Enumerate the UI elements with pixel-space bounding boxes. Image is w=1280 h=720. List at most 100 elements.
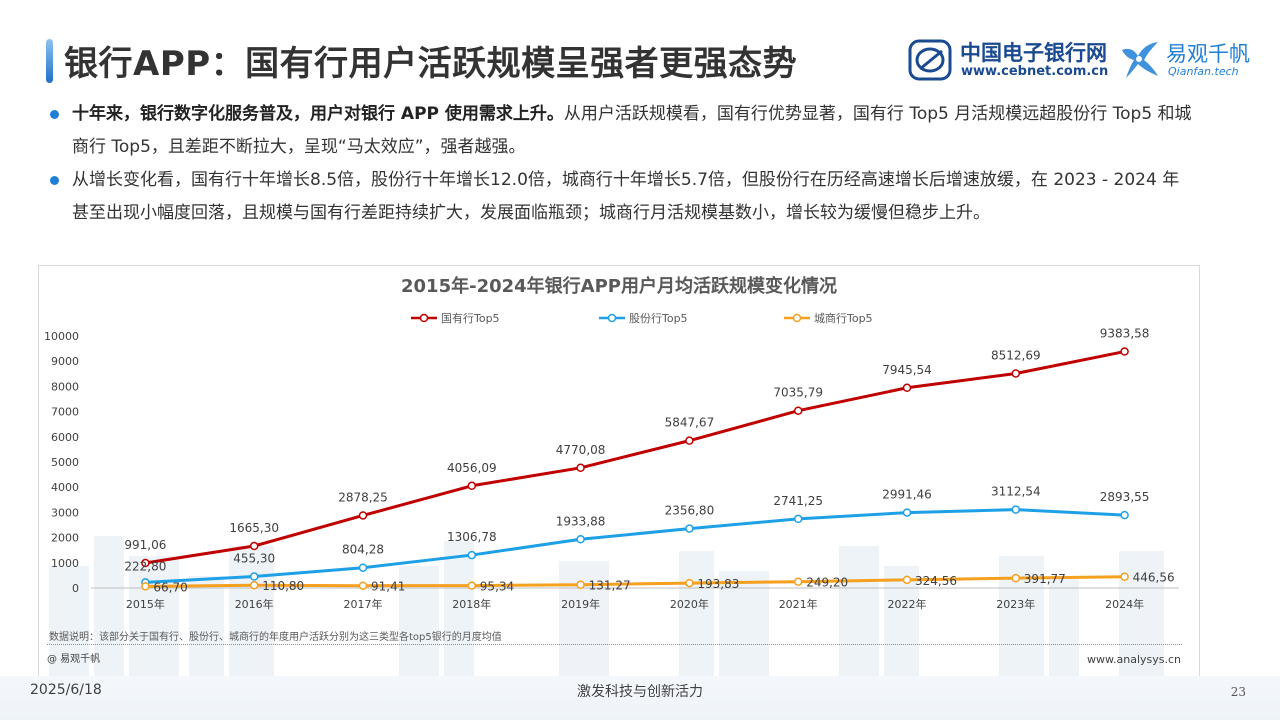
data-point xyxy=(358,581,368,590)
data-label: 1665,30 xyxy=(229,521,279,535)
data-label: 131,27 xyxy=(589,579,631,593)
data-point xyxy=(793,406,803,415)
chart-panel: 0 1000 2000 3000 4000 5000 6000 7000 8000 9000 100… xyxy=(38,265,1200,677)
data-label: 2991,46 xyxy=(882,488,932,502)
data-label: 222,80 xyxy=(124,559,166,573)
data-label: 2893,55 xyxy=(1100,490,1150,504)
footer-date: 2025/6/18 xyxy=(30,682,102,698)
data-point xyxy=(358,563,368,572)
data-point xyxy=(576,580,585,589)
data-label: 4056,09 xyxy=(447,461,497,475)
data-point xyxy=(141,558,150,568)
data-label: 991,06 xyxy=(124,538,166,552)
data-point xyxy=(467,481,477,491)
x-tick-label: 2018年 xyxy=(452,597,491,611)
data-label: 1306,78 xyxy=(447,530,497,544)
data-label: 324,56 xyxy=(915,574,957,588)
data-label: 7945,54 xyxy=(882,363,932,377)
line-chart: 0 1000 2000 3000 4000 5000 6000 7000 8000 9000 100… xyxy=(44,311,1179,611)
data-label: 8512,69 xyxy=(991,348,1041,362)
x-tick-label: 2023年 xyxy=(996,597,1035,611)
legend-label: 国有行Top5 xyxy=(441,311,500,325)
data-point xyxy=(1120,510,1129,520)
data-label: 446,56 xyxy=(1133,571,1175,585)
cebnet-logo-name: 中国电子银行网 xyxy=(960,41,1107,65)
chart-divider xyxy=(47,644,1182,645)
data-label: 110,80 xyxy=(262,579,304,593)
data-label: 2741,25 xyxy=(773,494,823,508)
x-tick-label: 2015年 xyxy=(126,597,165,611)
legend-marker-0 xyxy=(419,313,429,323)
chart-site-link[interactable]: www.analysys.cn xyxy=(1087,653,1181,666)
data-point xyxy=(1011,369,1021,378)
x-tick-label: 2017年 xyxy=(344,597,383,611)
bullet-item: 十年来，银行数字化服务普及，用户对银行 APP 使用需求上升。从用户活跃规模看，… xyxy=(46,98,1196,164)
series-line-0 xyxy=(145,350,1125,565)
data-point xyxy=(902,383,912,393)
city-skyline-background xyxy=(49,536,1164,676)
y-tick-label: 5000 xyxy=(51,456,79,469)
cebnet-logo: 中国电子银行网 www.cebnet.com.cn xyxy=(908,37,1108,83)
qianfan-logo-name: 易观千帆 xyxy=(1166,42,1250,66)
data-point xyxy=(249,580,259,590)
bullet-list: 十年来，银行数字化服务普及，用户对银行 APP 使用需求上升。从用户活跃规模看，… xyxy=(46,98,1196,230)
bullet-text: 从增长变化看，国有行十年增长8.5倍，股份行十年增长12.0倍，城商行十年增长5… xyxy=(72,170,1180,223)
data-point xyxy=(249,572,259,581)
data-point xyxy=(467,550,477,560)
qianfan-logo: 易观千帆 Qianfan.tech xyxy=(1118,36,1268,84)
bullet-text: 从用户活跃规模看，国有行优势显著，国有行 Top5 月活规模远超股份行 Top5… xyxy=(72,104,1192,157)
data-point xyxy=(249,541,259,551)
y-tick-label: 8000 xyxy=(51,380,79,393)
data-label: 193,83 xyxy=(697,577,739,591)
data-label: 3112,54 xyxy=(991,485,1041,499)
data-label: 66,70 xyxy=(153,580,187,594)
data-label: 1933,88 xyxy=(556,514,606,528)
cebnet-logo-icon xyxy=(908,39,952,81)
data-point xyxy=(902,508,912,517)
data-point xyxy=(1120,347,1129,356)
data-label: 7035,79 xyxy=(773,386,823,400)
data-label: 91,41 xyxy=(371,580,405,594)
data-point xyxy=(685,524,694,533)
bullet-dot-icon xyxy=(50,176,59,185)
data-label: 804,28 xyxy=(342,543,384,557)
bullet-dot-icon xyxy=(50,110,59,119)
data-label: 391,77 xyxy=(1024,572,1066,586)
y-tick-label: 4000 xyxy=(51,481,79,494)
cebnet-logo-url: www.cebnet.com.cn xyxy=(961,64,1109,79)
footer-slogan: 激发科技与创新活力 xyxy=(577,684,703,700)
y-tick-label: 6000 xyxy=(51,431,79,444)
legend-marker-1 xyxy=(607,313,617,323)
y-tick-label: 2000 xyxy=(51,532,79,545)
data-label: 4770,08 xyxy=(556,443,606,457)
data-label: 455,30 xyxy=(233,552,275,566)
y-tick-label: 9000 xyxy=(51,355,79,368)
data-point xyxy=(576,535,585,544)
data-point xyxy=(1011,505,1021,514)
y-tick-label: 3000 xyxy=(51,506,79,519)
legend-marker-2 xyxy=(792,313,802,323)
y-tick-label: 10000 xyxy=(44,330,79,343)
x-tick-label: 2022年 xyxy=(888,597,927,611)
data-label: 9383,58 xyxy=(1100,327,1150,341)
data-point xyxy=(576,463,585,473)
chart-source: @ 易观千帆 xyxy=(47,654,101,665)
data-point xyxy=(467,581,477,590)
data-label: 95,34 xyxy=(480,580,514,594)
chart-data-note: 数据说明：该部分关于国有行、股份行、城商行的年度用户活跃分别为这三类型各top5… xyxy=(49,632,502,643)
y-tick-label: 7000 xyxy=(51,406,79,419)
x-tick-label: 2016年 xyxy=(235,597,274,611)
data-point xyxy=(685,578,694,588)
data-point xyxy=(793,514,803,524)
y-tick-label: 1000 xyxy=(51,557,79,570)
data-point xyxy=(685,436,694,445)
data-label: 2878,25 xyxy=(338,490,388,504)
data-label: 249,20 xyxy=(806,576,848,590)
title-accent-bar xyxy=(46,39,53,83)
series-line-1 xyxy=(145,508,1125,584)
series-line-2 xyxy=(145,575,1125,588)
data-point xyxy=(902,575,912,585)
data-label: 5847,67 xyxy=(665,416,715,430)
x-tick-label: 2024年 xyxy=(1105,597,1144,611)
footer-band xyxy=(0,676,1280,720)
